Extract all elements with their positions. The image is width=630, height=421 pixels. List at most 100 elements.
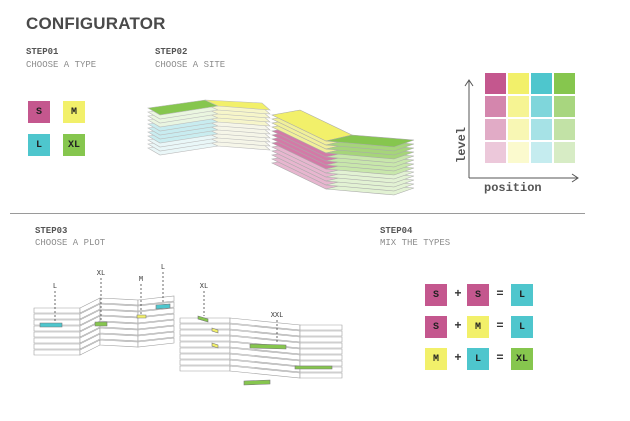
type-tile-xl[interactable]: XL: [63, 134, 85, 156]
plot-floor: [99, 339, 139, 348]
mix-equals-sign: =: [496, 287, 504, 301]
mix-equals-sign: =: [496, 351, 504, 365]
mix-plus-sign: +: [454, 287, 462, 301]
plot-floor: [137, 331, 175, 342]
site-option-b[interactable]: [271, 109, 415, 196]
plot-unit: [249, 343, 287, 350]
plot-floor: [137, 337, 175, 348]
matrix-axes: [464, 79, 579, 183]
site-slab: [204, 99, 271, 111]
section-divider: [10, 213, 585, 214]
mix-result: L: [511, 316, 533, 338]
matrix-cell: [554, 96, 575, 117]
plot-floor: [99, 303, 139, 312]
step04-title: STEP04: [380, 226, 413, 236]
matrix-cell: [531, 119, 552, 140]
mix-operand-a: S: [425, 284, 447, 306]
plot-unit: [243, 379, 271, 386]
plot-building-right[interactable]: [179, 315, 343, 386]
plot-floor: [137, 325, 175, 336]
type-tile-s[interactable]: S: [28, 101, 50, 123]
plot-marker-label: XXL: [271, 312, 284, 320]
mix-operand-a: M: [425, 348, 447, 370]
x-axis-label: position: [484, 181, 542, 195]
mix-plus-sign: +: [454, 351, 462, 365]
plot-floor: [137, 319, 175, 330]
matrix-cell: [485, 73, 506, 94]
plot-unit: [39, 322, 63, 328]
plot-floor: [99, 297, 139, 306]
page-title: CONFIGURATOR: [26, 14, 166, 33]
plot-floor: [179, 329, 231, 336]
plot-floor: [33, 343, 81, 350]
plot-floor: [179, 323, 231, 330]
matrix-cell: [554, 119, 575, 140]
y-axis-label: level: [455, 127, 469, 163]
matrix-cell: [531, 96, 552, 117]
plot-unit: [211, 327, 219, 334]
plot-floor: [33, 307, 81, 314]
plot-building-left[interactable]: [33, 295, 175, 356]
plot-marker-label: L: [161, 264, 165, 272]
step02-title: STEP02: [155, 47, 188, 57]
plot-floor: [33, 331, 81, 338]
mix-equals-sign: =: [496, 319, 504, 333]
plot-unit: [94, 321, 108, 327]
plot-floor: [99, 333, 139, 342]
plot-marker-label: M: [139, 276, 143, 284]
plot-unit: [294, 365, 333, 370]
mix-operand-b: L: [467, 348, 489, 370]
plot-floor: [99, 327, 139, 336]
mix-operand-b: S: [467, 284, 489, 306]
plot-floor: [299, 354, 343, 361]
plot-floor: [137, 295, 175, 306]
plot-marker-label: XL: [200, 283, 208, 291]
plot-floor: [179, 365, 231, 372]
mix-operand-a: S: [425, 316, 447, 338]
matrix-cell: [508, 119, 529, 140]
plot-floor: [99, 309, 139, 318]
plot-floor: [299, 372, 343, 379]
matrix-cell: [508, 96, 529, 117]
step01-subtitle: CHOOSE A TYPE: [26, 60, 97, 70]
plot-floor: [179, 335, 231, 342]
plot-floor: [179, 347, 231, 354]
plot-floor: [299, 342, 343, 349]
plot-floor: [299, 324, 343, 331]
plot-marker-label: XL: [97, 270, 105, 278]
plot-floor: [179, 359, 231, 366]
matrix-cell: [485, 96, 506, 117]
plot-unit: [197, 315, 209, 323]
plot-floor: [299, 336, 343, 343]
site-option-a[interactable]: [147, 99, 271, 156]
step02-subtitle: CHOOSE A SITE: [155, 60, 226, 70]
matrix-cell: [485, 142, 506, 163]
step03-title: STEP03: [35, 226, 68, 236]
type-tile-m[interactable]: M: [63, 101, 85, 123]
plot-floor: [299, 330, 343, 337]
step01-title: STEP01: [26, 47, 59, 57]
plot-markers: L XL M L XL XXL: [53, 264, 283, 344]
plot-unit: [211, 342, 219, 349]
mix-operand-b: M: [467, 316, 489, 338]
matrix-cell: [554, 73, 575, 94]
matrix-cell: [508, 142, 529, 163]
matrix-cell: [531, 142, 552, 163]
level-position-matrix: [485, 73, 575, 163]
plot-floor: [299, 348, 343, 355]
plot-floor: [179, 353, 231, 360]
matrix-cell: [508, 73, 529, 94]
type-tile-l[interactable]: L: [28, 134, 50, 156]
plot-floor: [299, 360, 343, 367]
step04-subtitle: MIX THE TYPES: [380, 238, 451, 248]
step03-subtitle: CHOOSE A PLOT: [35, 238, 106, 248]
plot-floor: [33, 337, 81, 344]
mix-plus-sign: +: [454, 319, 462, 333]
plot-floor: [33, 313, 81, 320]
site-slab: [325, 134, 415, 148]
matrix-cell: [554, 142, 575, 163]
plot-floor: [137, 313, 175, 324]
plot-marker-label: L: [53, 283, 57, 291]
plot-unit: [136, 314, 147, 319]
